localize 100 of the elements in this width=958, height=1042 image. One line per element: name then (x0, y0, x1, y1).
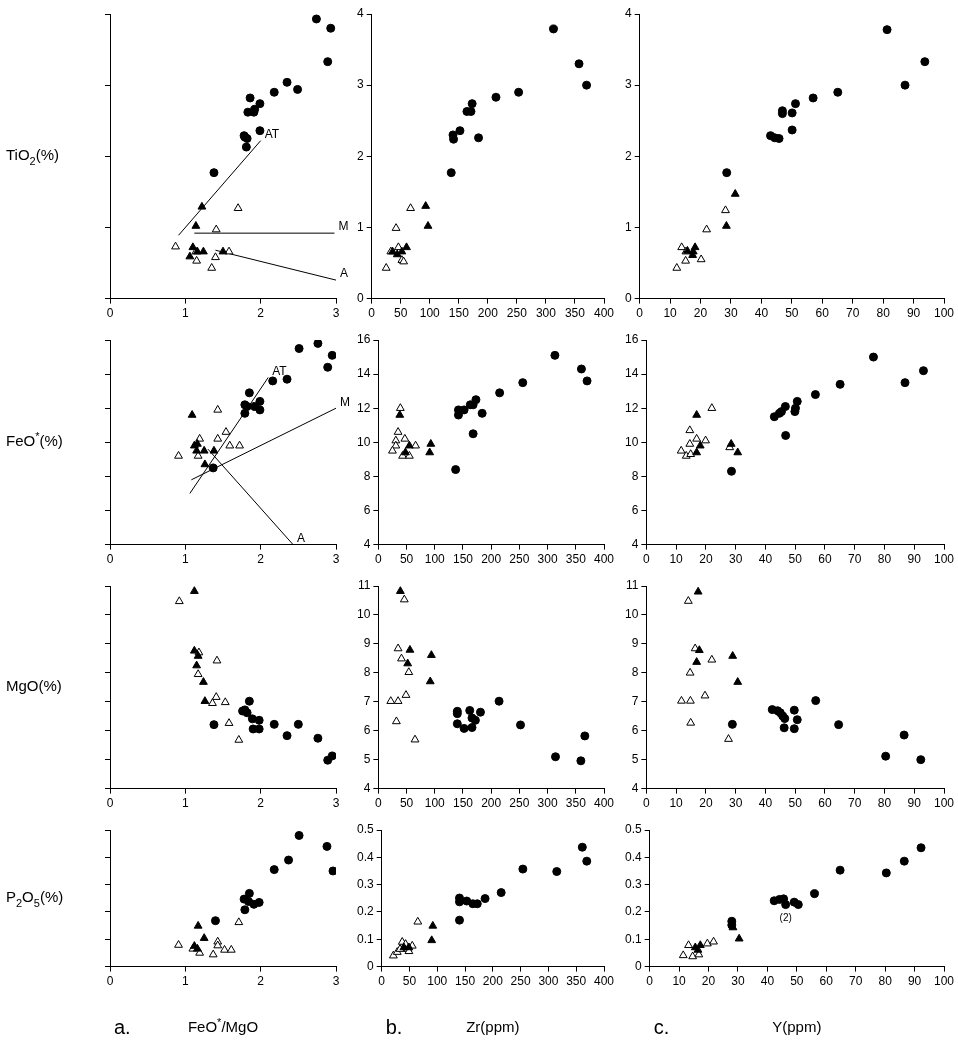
x-tick-label: 150 (452, 796, 474, 811)
x-tick-label: 350 (566, 974, 587, 989)
x-tick-label: 10 (669, 796, 684, 811)
x-tick-label: 3 (332, 306, 340, 321)
y-tick-label: 10 (624, 434, 639, 449)
y-tick-label: 0.3 (356, 876, 374, 891)
x-tick-label: 50 (788, 796, 803, 811)
y-tick-label: 0.1 (624, 931, 642, 946)
y-tick-label: 7 (363, 694, 371, 709)
x-tick-label: 100 (933, 306, 955, 321)
x-tick-label: 250 (510, 974, 531, 989)
x-tick-label: 300 (535, 306, 557, 321)
x-tick-label: 40 (758, 796, 773, 811)
series-label: A (340, 266, 349, 281)
x-tick-label: 1 (181, 552, 189, 567)
y-tick-label: 0.2 (356, 904, 374, 919)
x-tick-label: 50 (402, 974, 417, 989)
x-tick-label: 90 (906, 306, 921, 321)
x-axis-title: Zr(ppm) (466, 1018, 520, 1036)
y-tick-label: 3 (356, 77, 364, 92)
text: b. (385, 1015, 403, 1038)
x-tick-label: 50 (785, 306, 799, 321)
x-tick-label: 2 (257, 552, 265, 567)
x-tick-label: 50 (399, 796, 414, 811)
y-axis-title: FeO*(%) (6, 430, 63, 450)
x-tick-label: 250 (509, 552, 530, 567)
x-tick-label: 20 (699, 796, 713, 811)
x-tick-label: 20 (693, 306, 708, 321)
x-tick-label: 100 (427, 974, 448, 989)
y-tick-label: 11 (357, 578, 371, 593)
x-tick-label: 1 (181, 796, 189, 811)
y-tick-label: 0 (356, 290, 364, 305)
y-tick-label: 6 (631, 723, 639, 738)
x-tick-label: 70 (848, 552, 862, 567)
x-tick-label: 40 (758, 552, 773, 567)
x-tick-label: 150 (448, 306, 470, 321)
x-tick-label: 400 (593, 552, 615, 567)
x-tick-label: 250 (506, 306, 528, 321)
x-tick-label: 300 (538, 974, 559, 989)
y-tick-label: 7 (631, 694, 639, 709)
y-tick-label: 10 (356, 607, 371, 622)
y-tick-label: 8 (363, 468, 371, 483)
y-tick-label: 6 (363, 723, 371, 738)
y-tick-label: 0.1 (356, 931, 374, 946)
x-axis-title: Y(ppm) (772, 1018, 822, 1036)
x-tick-label: 3 (332, 796, 340, 811)
x-tick-label: 80 (877, 552, 892, 567)
y-tick-label: 12 (624, 400, 639, 415)
series-label: M (338, 219, 349, 234)
y-tick-label: 11 (625, 578, 639, 593)
y-tick-label: 14 (624, 366, 639, 381)
x-tick-label: 20 (701, 974, 716, 989)
x-tick-label: 30 (724, 306, 738, 321)
y-tick-label: 0.4 (356, 849, 374, 864)
x-tick-label: 90 (907, 552, 922, 567)
x-tick-label: 200 (482, 974, 504, 989)
text: a. (114, 1015, 131, 1038)
y-tick-label: 4 (624, 6, 632, 21)
x-tick-label: 200 (481, 796, 502, 811)
x-tick-label: 60 (818, 552, 832, 567)
x-tick-label: 40 (754, 306, 769, 321)
y-tick-label: 1 (624, 219, 632, 234)
y-tick-label: 2 (624, 148, 632, 163)
x-tick-label: 350 (564, 306, 586, 321)
y-tick-label: 8 (631, 468, 639, 483)
x-tick-label: 50 (394, 306, 408, 321)
x-tick-label: 90 (907, 974, 922, 989)
x-tick-label: 100 (424, 552, 446, 567)
y-tick-label: 6 (363, 502, 371, 517)
x-tick-label: 10 (669, 552, 684, 567)
x-tick-label: 400 (593, 974, 615, 989)
y-tick-label: 0.5 (624, 822, 642, 837)
x-tick-label: 100 (424, 796, 446, 811)
x-tick-label: 2 (257, 306, 265, 321)
x-tick-label: 30 (728, 552, 743, 567)
y-tick-label: 4 (631, 536, 639, 551)
y-tick-label: 5 (631, 751, 639, 766)
y-tick-label: 9 (631, 636, 639, 651)
x-tick-label: 0 (378, 974, 386, 989)
x-axis-title: FeO*/MgO (187, 1015, 259, 1036)
x-tick-label: 3 (332, 552, 340, 567)
y-tick-label: 4 (363, 536, 371, 551)
x-tick-label: 80 (878, 974, 893, 989)
x-tick-label: 350 (565, 552, 587, 567)
y-tick-label: 16 (356, 332, 371, 347)
y-tick-label: 0.5 (356, 822, 374, 837)
x-tick-label: 0 (646, 974, 654, 989)
y-tick-label: 4 (356, 6, 364, 21)
x-tick-label: 300 (537, 552, 558, 567)
y-tick-label: 5 (363, 751, 371, 766)
x-tick-label: 1 (181, 974, 189, 989)
y-tick-label: 8 (363, 665, 371, 680)
x-tick-label: 70 (849, 974, 863, 989)
x-tick-label: 60 (815, 306, 830, 321)
y-tick-label: 0.3 (624, 876, 642, 891)
x-tick-label: 10 (672, 974, 687, 989)
x-tick-label: 2 (257, 796, 265, 811)
y-axis-title: MgO(%) (6, 677, 62, 695)
y-tick-label: 0 (634, 958, 642, 973)
y-tick-label: 14 (356, 366, 371, 381)
